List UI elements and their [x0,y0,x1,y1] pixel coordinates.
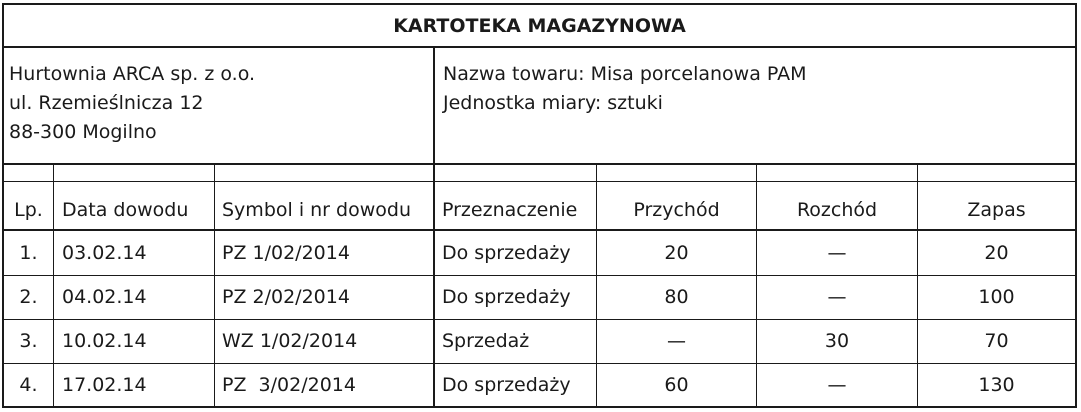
row-4-income: 60 [664,374,689,396]
rule-right [1075,3,1077,408]
row-1-doc: PZ 1/02/2014 [222,242,350,264]
row-4-lp: 4. [19,374,38,396]
rule-under-info [2,163,1077,165]
row-3-date: 10.02.14 [62,330,147,352]
row-1-stock: 20 [984,242,1009,264]
rule-under-header [2,229,1077,231]
row-3-purpose: Sprzedaż [442,330,530,352]
row-2-purpose: Do sprzedaży [442,286,571,308]
company-street: ul. Rzemieślnicza 12 [9,92,204,114]
row-2-lp: 2. [19,286,38,308]
row-2-stock: 100 [978,286,1015,308]
row-2-income: 80 [664,286,689,308]
row-1-lp: 1. [19,242,38,264]
row-4-outgo: — [827,374,847,396]
col-divider-6 [917,163,918,408]
rule-bottom [2,406,1077,408]
row-4-stock: 130 [978,374,1015,396]
row-3-income: — [667,330,686,352]
header-lp: Lp. [14,199,43,221]
rule-left [2,3,4,408]
header-purpose: Przeznaczenie [442,199,578,221]
rule-under-title [2,46,1077,48]
row-4-doc: PZ 3/02/2014 [222,374,356,396]
product-unit: Jednostka miary: sztuki [443,92,663,114]
row-1-date: 03.02.14 [62,242,147,264]
card-title: KARTOTEKA MAGAZYNOWA [393,15,686,37]
row-2-outgo: — [827,286,847,308]
col-divider-2 [214,163,215,408]
row-1-purpose: Do sprzedaży [442,242,571,264]
col-divider-4 [596,163,597,408]
row-1-outgo: — [827,242,847,264]
row-3-doc: WZ 1/02/2014 [222,330,358,352]
product-name: Nazwa towaru: Misa porcelanowa PAM [443,63,807,85]
row-4-purpose: Do sprzedaży [442,374,571,396]
row-1-income: 20 [664,242,689,264]
row-3-lp: 3. [19,330,38,352]
rule-row-1 [2,275,1077,276]
header-outgo: Rozchód [796,199,878,221]
rule-row-3 [2,363,1077,364]
header-doc-symbol: Symbol i nr dowodu [222,199,411,221]
row-4-date: 17.02.14 [62,374,147,396]
header-stock: Zapas [967,199,1026,221]
row-2-date: 04.02.14 [62,286,147,308]
rule-spacer [2,181,1077,182]
rule-info-divider [433,46,435,408]
col-divider-5 [756,163,757,408]
col-divider-1 [53,163,54,408]
company-name: Hurtownia ARCA sp. z o.o. [9,63,256,85]
company-city: 88-300 Mogilno [9,121,157,143]
row-3-stock: 70 [984,330,1009,352]
rule-row-2 [2,319,1077,320]
header-income: Przychód [633,199,720,221]
rule-top [2,3,1077,5]
row-3-outgo: 30 [824,330,850,352]
header-date: Data dowodu [62,199,189,221]
row-2-doc: PZ 2/02/2014 [222,286,350,308]
